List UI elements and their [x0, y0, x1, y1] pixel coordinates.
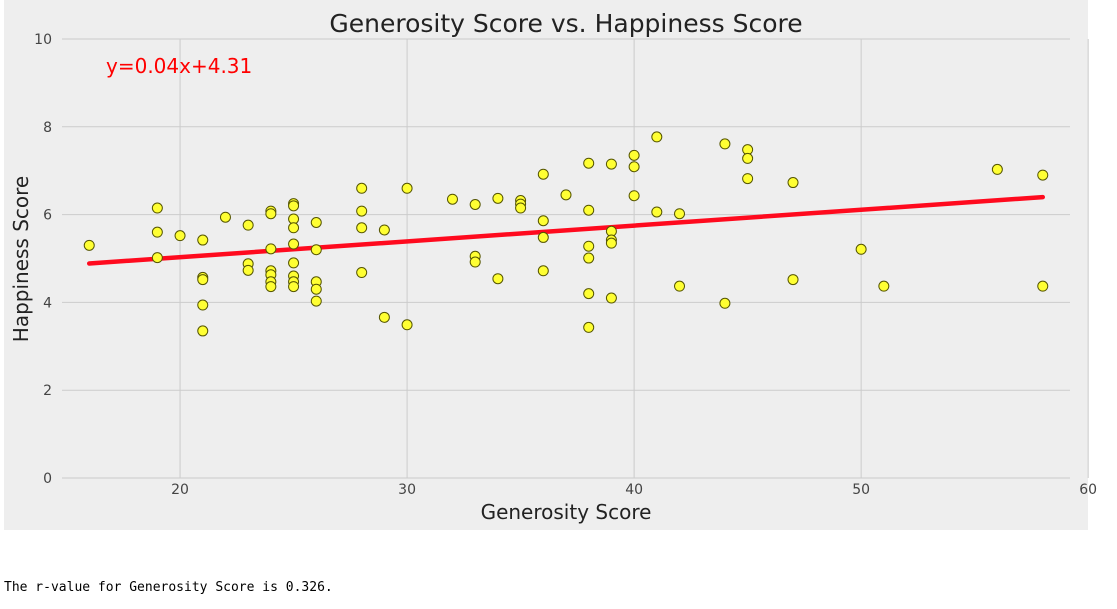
x-tick-label: 20	[171, 482, 189, 498]
data-point	[605, 237, 617, 249]
data-point	[197, 325, 209, 337]
data-point	[356, 267, 368, 279]
data-point	[197, 299, 209, 311]
data-point	[288, 281, 300, 293]
data-point	[878, 280, 890, 292]
data-point	[674, 280, 686, 292]
data-points	[83, 131, 1049, 337]
data-point	[265, 281, 277, 293]
data-point	[787, 177, 799, 189]
data-point	[719, 297, 731, 309]
data-point	[628, 149, 640, 161]
data-point	[492, 273, 504, 285]
data-point	[537, 215, 549, 227]
data-point	[310, 295, 322, 307]
data-point	[151, 202, 163, 214]
data-point	[605, 292, 617, 304]
x-axis-label: Generosity Score	[481, 500, 652, 524]
data-point	[605, 158, 617, 170]
data-point	[583, 240, 595, 252]
data-point	[583, 321, 595, 333]
data-point	[1037, 280, 1049, 292]
data-point	[265, 208, 277, 220]
data-point	[242, 219, 254, 231]
regression-equation: y=0.04x+4.31	[106, 54, 252, 78]
data-point	[151, 252, 163, 264]
data-point	[674, 208, 686, 220]
x-tick-label: 60	[1079, 482, 1097, 498]
data-point	[560, 189, 572, 201]
data-point	[197, 274, 209, 286]
data-point	[583, 204, 595, 216]
data-point	[583, 252, 595, 264]
data-point	[742, 152, 754, 164]
plot-background	[4, 0, 1088, 530]
regression-line	[86, 194, 1046, 266]
data-point	[378, 311, 390, 323]
data-point	[151, 226, 163, 238]
data-point	[310, 244, 322, 256]
data-point	[288, 200, 300, 212]
data-point	[515, 202, 527, 214]
data-point	[83, 239, 95, 251]
data-point	[265, 243, 277, 255]
scatter-figure: 20 30 40 50 60 0 2 4 6 8 10 Generosity Score vs. H…	[4, 0, 1097, 530]
data-point	[583, 157, 595, 169]
grid-lines	[62, 38, 1089, 479]
r-value-output: The r-value for Generosity Score is 0.32…	[4, 580, 333, 595]
scatter-chart: 20 30 40 50 60 0 2 4 6 8 10 Generosity Score vs. H…	[4, 0, 1097, 530]
data-point	[401, 182, 413, 194]
y-tick-label: 2	[43, 383, 52, 399]
data-point	[1037, 169, 1049, 181]
data-point	[310, 217, 322, 229]
data-point	[628, 161, 640, 173]
data-point	[469, 256, 481, 268]
data-point	[855, 243, 867, 255]
y-tick-label: 0	[43, 471, 52, 487]
data-point	[356, 205, 368, 217]
data-point	[310, 283, 322, 295]
x-tick-label: 50	[852, 482, 870, 498]
data-point	[288, 257, 300, 269]
data-point	[651, 131, 663, 143]
data-point	[356, 182, 368, 194]
data-point	[492, 192, 504, 204]
data-point	[401, 319, 413, 331]
data-point	[356, 222, 368, 234]
data-point	[197, 234, 209, 246]
data-point	[174, 230, 186, 242]
x-tick-label: 30	[398, 482, 416, 498]
data-point	[719, 138, 731, 150]
y-tick-label: 10	[34, 32, 52, 48]
data-point	[446, 193, 458, 205]
y-tick-label: 8	[43, 120, 52, 136]
regression-line-group	[86, 194, 1046, 266]
data-point	[651, 206, 663, 218]
data-point	[787, 274, 799, 286]
tick-labels: 20 30 40 50 60 0 2 4 6 8 10	[34, 32, 1097, 498]
data-point	[628, 190, 640, 202]
data-point	[288, 238, 300, 250]
y-tick-label: 4	[43, 295, 52, 311]
data-point	[537, 231, 549, 243]
x-tick-label: 40	[625, 482, 643, 498]
data-point	[378, 224, 390, 236]
y-axis-label: Happiness Score	[9, 176, 33, 342]
data-point	[583, 288, 595, 300]
data-point	[242, 264, 254, 276]
data-point	[537, 168, 549, 180]
chart-title: Generosity Score vs. Happiness Score	[329, 9, 802, 38]
data-point	[991, 163, 1003, 175]
data-point	[537, 265, 549, 277]
y-tick-label: 6	[43, 208, 52, 224]
data-point	[288, 222, 300, 234]
data-point	[469, 199, 481, 211]
data-point	[219, 211, 231, 223]
data-point	[742, 173, 754, 185]
